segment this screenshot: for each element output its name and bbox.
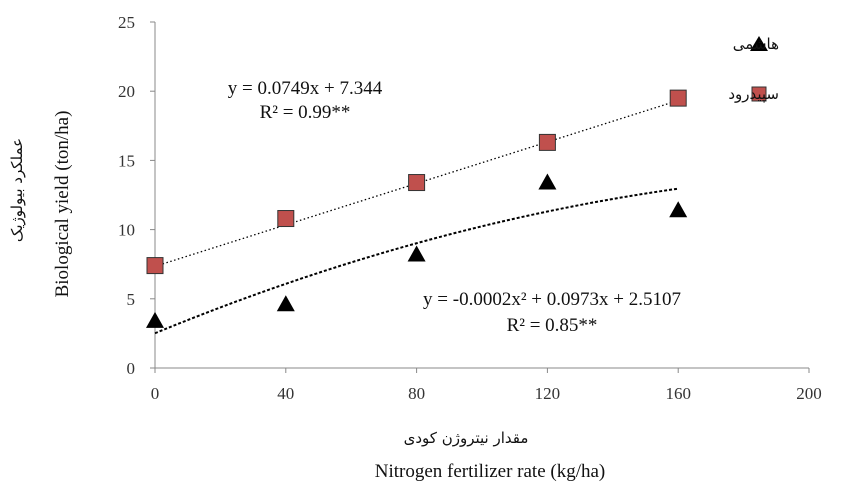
y-tick-label: 10 bbox=[118, 221, 135, 240]
data-point-series-0 bbox=[669, 201, 688, 218]
data-point-series-1 bbox=[146, 257, 164, 275]
data-point-series-0 bbox=[276, 295, 295, 312]
y-tick-label: 5 bbox=[127, 290, 136, 309]
trendline-equation-hashemi: y = -0.0002x² + 0.0973x + 2.5107 bbox=[423, 289, 681, 310]
data-point-series-1 bbox=[669, 89, 687, 107]
y-axis-title-persian: عملکرد بیولوژیک bbox=[8, 138, 26, 242]
legend-item-hashemi: هاشمی bbox=[733, 35, 779, 53]
y-tick-label: 15 bbox=[118, 151, 135, 170]
legend-label-hashemi: هاشمی bbox=[733, 35, 779, 53]
trendline-series-1 bbox=[154, 99, 679, 267]
data-point-series-0 bbox=[146, 311, 164, 328]
data-point-series-0 bbox=[538, 173, 557, 190]
x-tick-label: 40 bbox=[277, 384, 294, 403]
data-point-series-1 bbox=[277, 210, 295, 228]
x-tick-label: 80 bbox=[408, 384, 425, 403]
x-tick-label: 160 bbox=[665, 384, 691, 403]
x-tick-label: 200 bbox=[796, 384, 822, 403]
legend-label-sepidrood: سپیدرود bbox=[728, 85, 779, 104]
x-axis-title: Nitrogen fertilizer rate (kg/ha) bbox=[375, 461, 606, 482]
tick-marks bbox=[150, 21, 810, 373]
legend-marker-square bbox=[751, 86, 767, 102]
trendline-series-0 bbox=[154, 187, 679, 335]
trendline-r2-hashemi: R² = 0.85** bbox=[507, 315, 598, 336]
y-axis-title: Biological yield (ton/ha) bbox=[52, 111, 73, 298]
trendline-r2-sepidrood: R² = 0.99** bbox=[260, 102, 351, 123]
x-axis-title-persian: مقدار نیتروژن کودی bbox=[404, 429, 529, 447]
tick-labels: 0 5 10 15 20 25 0 40 80 120 160 200 bbox=[118, 13, 822, 403]
legend-item-sepidrood: سپیدرود bbox=[728, 85, 779, 104]
x-tick-label: 120 bbox=[535, 384, 561, 403]
legend-marker-triangle bbox=[750, 36, 768, 51]
y-tick-label: 25 bbox=[118, 13, 135, 32]
data-point-series-1 bbox=[538, 133, 556, 151]
data-point-series-1 bbox=[408, 174, 426, 192]
trendlines bbox=[154, 99, 679, 335]
trendline-equation-sepidrood: y = 0.0749x + 7.344 bbox=[228, 78, 383, 99]
y-tick-label: 20 bbox=[118, 82, 135, 101]
data-point-series-0 bbox=[407, 245, 426, 262]
axes bbox=[154, 22, 809, 369]
y-tick-label: 0 bbox=[127, 359, 136, 378]
data-markers bbox=[146, 89, 688, 328]
x-tick-label: 0 bbox=[151, 384, 160, 403]
legend: هاشمی سپیدرود bbox=[728, 35, 779, 104]
